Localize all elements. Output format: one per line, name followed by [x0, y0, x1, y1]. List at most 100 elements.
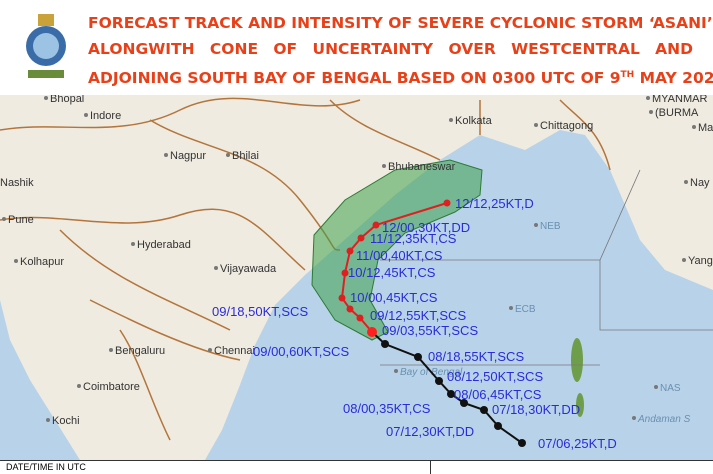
place-dot [534, 223, 538, 227]
place-label: Bhilai [232, 150, 259, 162]
place-dot [131, 242, 135, 246]
forecast-point [346, 247, 354, 255]
forecast-point [346, 305, 354, 313]
track-point [447, 390, 455, 398]
title-line: ADJOINING SOUTH BAY OF BENGAL BASED ON 0… [88, 62, 713, 91]
sea [0, 300, 80, 460]
title-text: ADJOINING SOUTH BAY OF BENGAL BASED ON 0… [88, 69, 621, 88]
track-point [381, 340, 389, 348]
place-label: Andaman S [637, 414, 691, 425]
place-label: NEB [540, 221, 561, 232]
footer: DATE/TIME IN UTC [0, 460, 713, 474]
track-label: 09/18,50KT,SCS [212, 304, 308, 319]
place-dot [226, 153, 230, 157]
track-point [480, 406, 488, 414]
place-dot [684, 180, 688, 184]
sea [205, 130, 713, 460]
track-label: 09/12,55KT,SCS [370, 308, 466, 323]
footer-text: DATE/TIME IN UTC [6, 462, 86, 472]
place-dot [449, 118, 453, 122]
region-lines [380, 169, 713, 366]
place-label: Mand [698, 122, 713, 134]
track-label: 09/03,55KT,SCS [382, 323, 478, 338]
title-superscript: TH [620, 70, 635, 80]
map: Bhopal Indore Nagpur Bhilai Nashik Pune Hydera… [0, 95, 713, 460]
title-line: ALONGWITH CONE OF UNCERTAINTY OVER WESTC… [88, 40, 693, 58]
track-label: 10/00,45KT,CS [350, 290, 438, 305]
place-dot [682, 258, 686, 262]
place-label: Hyderabad [137, 239, 191, 251]
places: Bhopal Indore Nagpur Bhilai Nashik Pune Hydera… [0, 95, 713, 427]
place-dot [534, 123, 538, 127]
place-label: Kolhapur [20, 256, 64, 268]
footer-box [430, 461, 713, 474]
borders [0, 97, 611, 441]
track: 07/06,25KT,D07/12,30KT,DD07/18,30KT,DD08… [212, 196, 617, 451]
place-dot [214, 266, 218, 270]
place-label: Pune [8, 214, 34, 226]
place-label: Coimbatore [83, 381, 140, 393]
place-dot [46, 418, 50, 422]
place-label: Chennai [214, 345, 255, 357]
track-label: 12/00,30KT,DD [382, 220, 470, 235]
track-label: 07/12,30KT,DD [386, 424, 474, 439]
forecast-point [338, 294, 346, 302]
track-label: 08/18,55KT,SCS [428, 349, 524, 364]
title: FORECAST TRACK AND INTENSITY OF SEVERE C… [88, 10, 713, 91]
place-label: Bengaluru [115, 345, 165, 357]
place-label: Nay [690, 177, 710, 189]
place-dot [649, 110, 653, 114]
place-label: (BURMA [655, 107, 699, 119]
title-text: MAY 2022 [639, 69, 713, 88]
forecast-point [372, 221, 380, 229]
header: FORECAST TRACK AND INTENSITY OF SEVERE C… [0, 0, 713, 95]
track-label: 11/12,35KT,CS [370, 231, 457, 246]
place-label: Kolkata [455, 115, 493, 127]
track-label: 08/12,50KT,SCS [447, 369, 543, 384]
emblem [26, 14, 66, 78]
place-label: ECB [515, 304, 536, 315]
place-dot [77, 384, 81, 388]
place-dot [84, 113, 88, 117]
forecast-point [357, 234, 365, 242]
place-label: Indore [90, 110, 121, 122]
place-dot [654, 385, 658, 389]
track-point [435, 377, 443, 385]
place-dot [164, 153, 168, 157]
place-dot [109, 348, 113, 352]
track-label: 08/00,35KT,CS [343, 401, 431, 416]
place-label: Bhopal [50, 95, 84, 105]
title-line: FORECAST TRACK AND INTENSITY OF SEVERE C… [88, 14, 713, 32]
track-label: 10/12,45KT,CS [348, 265, 436, 280]
forecast-point [341, 269, 349, 277]
place-label: Nagpur [170, 150, 206, 162]
track-label: 11/00,40KT,CS [356, 248, 443, 263]
track-point [367, 327, 377, 337]
place-dot [692, 125, 696, 129]
track-label: 09/00,60KT,SCS [253, 344, 349, 359]
track-label: 08/06,45KT,CS [454, 387, 542, 402]
place-label: NAS [660, 383, 681, 394]
track-point [494, 422, 502, 430]
place-label: Yang [688, 255, 713, 267]
place-dot [632, 416, 636, 420]
place-dot [14, 259, 18, 263]
place-label: Nashik [0, 177, 34, 189]
place-label: Kochi [52, 415, 80, 427]
place-dot [382, 164, 386, 168]
place-dot [394, 369, 398, 373]
track-label: 12/12,25KT,D [455, 196, 534, 211]
place-dot [509, 306, 513, 310]
place-dot [208, 348, 212, 352]
track-label: 07/18,30KT,DD [492, 402, 580, 417]
track-point [414, 353, 422, 361]
track-point [460, 399, 468, 407]
place-label: Vijayawada [220, 263, 277, 275]
place-label: Bhubaneswar [388, 161, 456, 173]
track-label: 07/06,25KT,D [538, 436, 617, 451]
forecast-point [443, 199, 451, 207]
forecast-point [356, 314, 364, 322]
place-label: Chittagong [540, 120, 593, 132]
track-point [518, 439, 526, 447]
